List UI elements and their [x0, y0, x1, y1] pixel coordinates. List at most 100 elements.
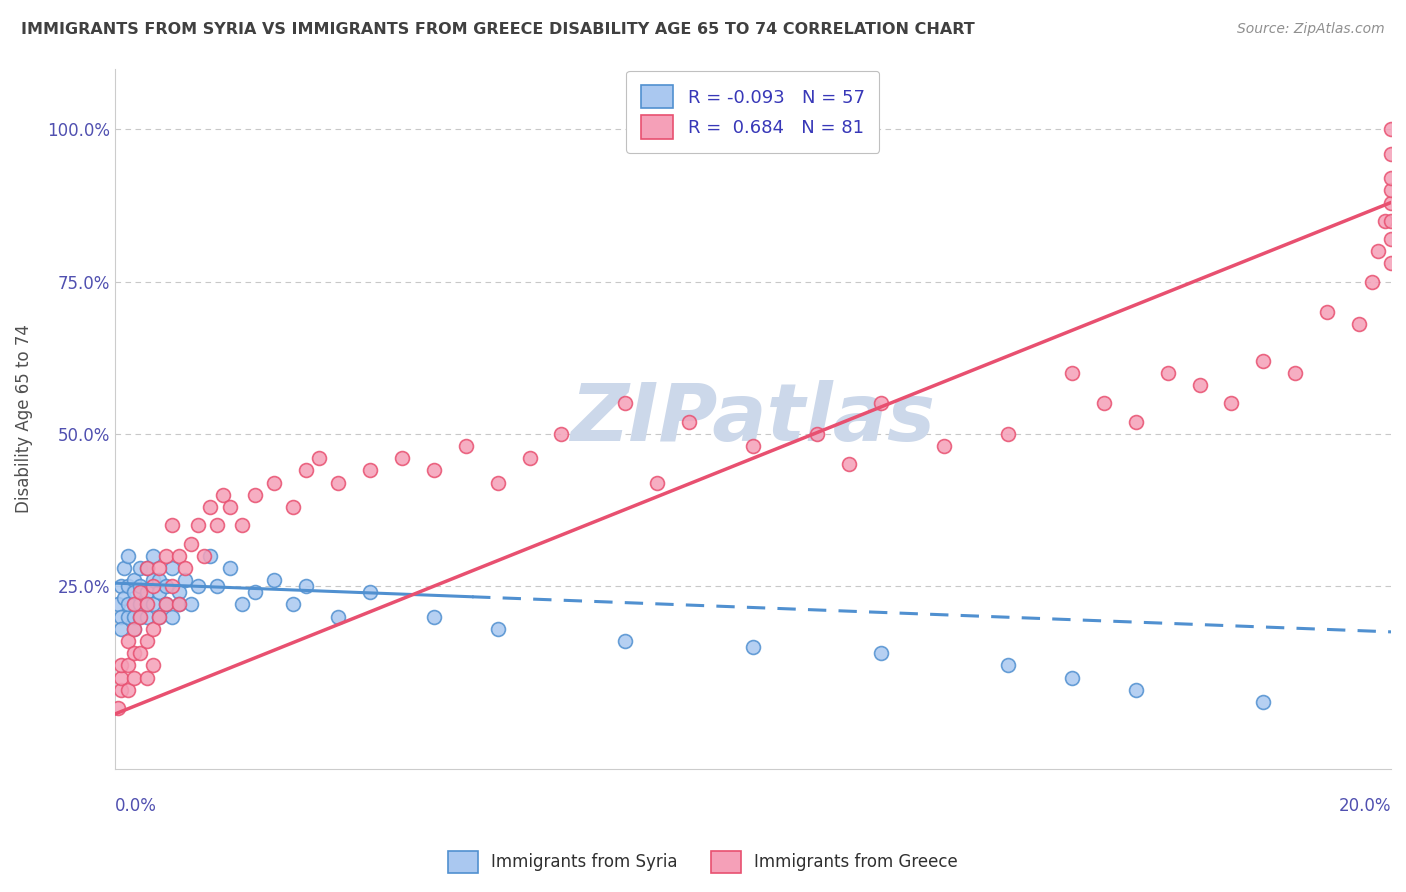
Point: [1253, 695, 1275, 709]
Text: 0.0%: 0.0%: [115, 797, 156, 814]
Point: [283, 500, 305, 514]
Point: [142, 573, 165, 587]
Point: [117, 682, 139, 697]
Point: [1125, 415, 1147, 429]
Point: [129, 579, 152, 593]
Point: [997, 658, 1019, 673]
Point: [423, 463, 446, 477]
Point: [122, 585, 145, 599]
Point: [122, 598, 145, 612]
Point: [112, 591, 135, 606]
Point: [112, 561, 135, 575]
Point: [110, 671, 132, 685]
Point: [1361, 275, 1384, 289]
Point: [110, 658, 132, 673]
Point: [218, 500, 240, 514]
Point: [1379, 122, 1402, 136]
Point: [1316, 305, 1339, 319]
Text: IMMIGRANTS FROM SYRIA VS IMMIGRANTS FROM GREECE DISABILITY AGE 65 TO 74 CORRELAT: IMMIGRANTS FROM SYRIA VS IMMIGRANTS FROM…: [21, 22, 974, 37]
Point: [869, 396, 891, 410]
Point: [160, 518, 183, 533]
Point: [295, 579, 318, 593]
Point: [1284, 366, 1306, 380]
Point: [187, 518, 209, 533]
Point: [135, 634, 157, 648]
Point: [148, 609, 170, 624]
Point: [187, 579, 209, 593]
Point: [326, 475, 349, 490]
Point: [122, 671, 145, 685]
Point: [806, 426, 828, 441]
Point: [142, 579, 165, 593]
Point: [107, 598, 129, 612]
Point: [148, 585, 170, 599]
Point: [1125, 682, 1147, 697]
Point: [142, 622, 165, 636]
Point: [117, 579, 139, 593]
Point: [180, 598, 202, 612]
Point: [1156, 366, 1178, 380]
Point: [129, 646, 152, 660]
Point: [117, 609, 139, 624]
Point: [1374, 214, 1396, 228]
Point: [231, 598, 253, 612]
Point: [122, 573, 145, 587]
Point: [614, 396, 637, 410]
Point: [645, 475, 668, 490]
Point: [205, 518, 228, 533]
Point: [1379, 195, 1402, 210]
Point: [1253, 354, 1275, 368]
Point: [263, 573, 285, 587]
Point: [486, 622, 509, 636]
Point: [148, 609, 170, 624]
Point: [550, 426, 572, 441]
Point: [135, 609, 157, 624]
Point: [1092, 396, 1115, 410]
Point: [142, 658, 165, 673]
Point: [167, 598, 190, 612]
Point: [838, 458, 860, 472]
Point: [148, 561, 170, 575]
Point: [423, 609, 446, 624]
Point: [1379, 214, 1402, 228]
Point: [155, 598, 177, 612]
Point: [295, 463, 318, 477]
Point: [243, 488, 266, 502]
Point: [142, 549, 165, 563]
Point: [200, 500, 222, 514]
Point: [614, 634, 637, 648]
Point: [117, 598, 139, 612]
Point: [308, 451, 330, 466]
Point: [135, 561, 157, 575]
Point: [1379, 256, 1402, 270]
Point: [243, 585, 266, 599]
Text: Source: ZipAtlas.com: Source: ZipAtlas.com: [1237, 22, 1385, 37]
Point: [454, 439, 477, 453]
Point: [129, 609, 152, 624]
Text: 20.0%: 20.0%: [1339, 797, 1391, 814]
Point: [1060, 671, 1083, 685]
Point: [193, 549, 215, 563]
Point: [934, 439, 956, 453]
Point: [212, 488, 235, 502]
Point: [359, 585, 381, 599]
Point: [1367, 244, 1389, 259]
Point: [1379, 183, 1402, 197]
Point: [135, 671, 157, 685]
Point: [1379, 171, 1402, 186]
Point: [1379, 232, 1402, 246]
Point: [117, 549, 139, 563]
Point: [129, 609, 152, 624]
Point: [218, 561, 240, 575]
Point: [200, 549, 222, 563]
Point: [678, 415, 700, 429]
Point: [117, 634, 139, 648]
Point: [135, 598, 157, 612]
Point: [155, 549, 177, 563]
Point: [1188, 378, 1211, 392]
Point: [160, 561, 183, 575]
Point: [205, 579, 228, 593]
Point: [117, 658, 139, 673]
Point: [110, 682, 132, 697]
Point: [129, 585, 152, 599]
